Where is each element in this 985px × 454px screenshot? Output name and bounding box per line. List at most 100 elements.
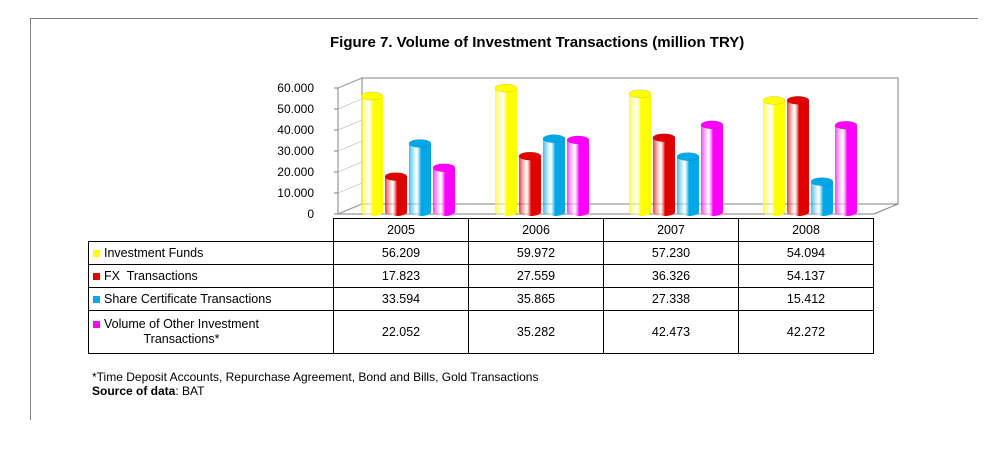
table-header-2006: 2006 bbox=[468, 218, 604, 242]
bar-2005-3 bbox=[432, 163, 456, 216]
bar-2006-2 bbox=[542, 134, 566, 216]
bar-2008-2 bbox=[810, 177, 834, 216]
table-row-investment-funds: Investment Funds 56.209 59.972 57.230 54… bbox=[88, 241, 874, 265]
bar-body bbox=[835, 125, 857, 216]
bar-2006-1 bbox=[518, 151, 542, 216]
y-tick-label: 40.000 bbox=[277, 123, 314, 137]
table-row-fx-transactions: FX Transactions 17.823 27.559 36.326 54.… bbox=[88, 264, 874, 288]
table-cell: 54.137 bbox=[738, 264, 874, 288]
bar-2007-2 bbox=[676, 152, 700, 216]
chart-title: Figure 7. Volume of Investment Transacti… bbox=[330, 34, 745, 51]
y-gridstub bbox=[337, 140, 363, 152]
table-cell: 35.865 bbox=[468, 287, 604, 311]
bar-cap bbox=[762, 96, 786, 105]
chart-frame bbox=[30, 18, 978, 420]
table-cell: 36.326 bbox=[603, 264, 739, 288]
table-cell: 57.230 bbox=[603, 241, 739, 265]
bar-2006-0 bbox=[494, 83, 518, 216]
bar-2005-0 bbox=[360, 91, 384, 216]
bar-body bbox=[495, 88, 517, 216]
table-row-other-investment: Volume of Other Investment Transactions* … bbox=[88, 310, 874, 354]
bar-body bbox=[567, 139, 589, 216]
y-gridstub bbox=[337, 203, 363, 215]
bar-body bbox=[385, 176, 407, 216]
table-header-2007: 2007 bbox=[603, 218, 739, 242]
y-axis: 0 10.000 20.000 30.000 40.000 50.000 60.000 bbox=[277, 77, 363, 221]
bar-cap bbox=[408, 139, 432, 148]
legend-investment-funds: Investment Funds bbox=[88, 241, 334, 265]
table-cell: 42.473 bbox=[603, 310, 739, 354]
table-cell: 59.972 bbox=[468, 241, 604, 265]
bar-cap bbox=[652, 133, 676, 142]
bar-cap bbox=[810, 177, 834, 186]
bar-body bbox=[409, 143, 431, 216]
data-table: 2005 2006 2007 2008 Investment Funds 56.… bbox=[88, 218, 874, 354]
table-cell: 27.559 bbox=[468, 264, 604, 288]
bar-cap bbox=[360, 91, 384, 101]
y-gridstub bbox=[337, 119, 363, 131]
legend-swatch-yellow bbox=[93, 250, 100, 258]
bar-2008-1 bbox=[786, 96, 810, 216]
y-gridstub bbox=[337, 98, 363, 110]
bar-2007-0 bbox=[628, 89, 652, 216]
bar-2007-1 bbox=[652, 133, 676, 216]
bar-2008-3 bbox=[834, 120, 858, 216]
legend-swatch-blue bbox=[93, 296, 100, 304]
bar-body bbox=[361, 95, 383, 216]
y-tick-label: 30.000 bbox=[277, 144, 314, 158]
bar-body bbox=[653, 137, 675, 216]
table-cell: 56.209 bbox=[333, 241, 469, 265]
bar-cap bbox=[628, 89, 652, 99]
legend-other-investment: Volume of Other Investment Transactions* bbox=[88, 310, 334, 354]
bar-cap bbox=[542, 134, 566, 143]
table-cell: 27.338 bbox=[603, 287, 739, 311]
bar-2005-1 bbox=[384, 172, 408, 216]
y-gridstub bbox=[337, 182, 363, 194]
bar-2006-3 bbox=[566, 135, 590, 216]
y-tick-label: 10.000 bbox=[277, 186, 314, 200]
bar-body bbox=[543, 138, 565, 216]
y-tick-label: 0 bbox=[307, 207, 314, 221]
bar-body bbox=[519, 156, 541, 216]
bar-body bbox=[677, 156, 699, 216]
table-cell: 42.272 bbox=[738, 310, 874, 354]
bar-cap bbox=[384, 172, 408, 181]
table-header-2008: 2008 bbox=[738, 218, 874, 242]
table-row-share-certificate: Share Certificate Transactions 33.594 35… bbox=[88, 287, 874, 311]
bar-body bbox=[811, 181, 833, 216]
bar-body bbox=[701, 124, 723, 216]
table-cell: 54.094 bbox=[738, 241, 874, 265]
bar-cap bbox=[700, 120, 724, 130]
bar-2008-0 bbox=[762, 96, 786, 216]
table-cell: 35.282 bbox=[468, 310, 604, 354]
table-cell: 15.412 bbox=[738, 287, 874, 311]
bar-cap bbox=[432, 163, 456, 172]
footnote: *Time Deposit Accounts, Repurchase Agree… bbox=[92, 370, 538, 398]
legend-swatch-magenta bbox=[93, 321, 100, 328]
bar-body bbox=[787, 100, 809, 216]
table-header-row: 2005 2006 2007 2008 bbox=[89, 218, 874, 242]
bar-cap bbox=[676, 152, 700, 161]
table-cell: 22.052 bbox=[333, 310, 469, 354]
legend-share-certificate: Share Certificate Transactions bbox=[88, 287, 334, 311]
bar-cap bbox=[786, 96, 810, 105]
footnote-source: Source of data: BAT bbox=[92, 384, 205, 398]
legend-fx-transactions: FX Transactions bbox=[88, 264, 334, 288]
bar-cap bbox=[494, 83, 518, 93]
table-cell: 33.594 bbox=[333, 287, 469, 311]
bar-cap bbox=[518, 151, 542, 161]
y-gridstub bbox=[337, 77, 363, 89]
bar-body bbox=[433, 167, 455, 216]
legend-other-investment-label: Volume of Other Investment Transactions* bbox=[104, 317, 259, 346]
y-gridstub bbox=[337, 161, 363, 173]
table-corner bbox=[89, 219, 334, 242]
bar-body bbox=[763, 100, 785, 216]
legend-swatch-red bbox=[93, 273, 100, 281]
bar-2005-2 bbox=[408, 139, 432, 216]
bar-cap bbox=[566, 135, 590, 145]
bars bbox=[360, 83, 858, 216]
bar-cap bbox=[834, 120, 858, 130]
bar-body bbox=[629, 93, 651, 216]
y-tick-label: 50.000 bbox=[277, 102, 314, 116]
